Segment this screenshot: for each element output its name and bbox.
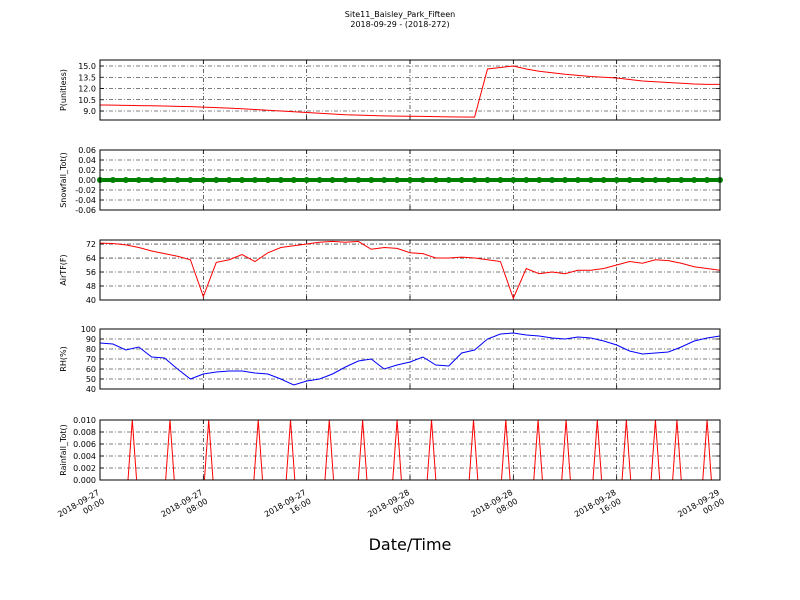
y-tick-label: 0.00 [78,176,96,185]
data-line [100,65,720,118]
data-point [355,177,362,183]
y-tick-label: 60 [86,365,96,374]
data-point [277,177,284,183]
data-point [368,177,375,183]
data-point [200,177,207,183]
data-point [316,177,323,183]
data-point [678,177,685,183]
y-tick-label: 48 [86,282,96,291]
y-tick-label: 9.0 [83,107,96,116]
axes-frame [99,149,721,211]
y-tick-label: 100 [81,325,96,334]
y-tick-label: 0.04 [78,156,96,165]
data-line [100,332,720,386]
data-point [626,177,633,183]
data-point [381,177,388,183]
y-tick-label: 0.006 [73,440,96,449]
y-axis-label: AirTF(F) [59,254,68,285]
data-point [226,177,233,183]
y-axis-label: RH(%) [59,346,68,371]
y-tick-label: 0.06 [78,146,96,155]
data-point [419,177,426,183]
y-tick-label: 0.010 [73,416,96,425]
y-tick-label: 0.000 [73,476,96,485]
data-point [665,177,672,183]
data-point [264,177,271,183]
y-tick-label: 0.004 [73,452,96,461]
data-point [109,177,116,183]
y-tick-label: 0.002 [73,464,96,473]
y-tick-label: -0.04 [75,196,96,205]
y-axis-label: Rainfall_Tot() [59,424,68,476]
y-tick-label: -0.02 [75,186,96,195]
figure-subtitle: 2018-09-29 - (2018-272) [350,20,449,29]
data-point [523,177,530,183]
data-line [100,240,720,300]
data-point [704,177,711,183]
figure-title: Site11_Baisley_Park_Fifteen [345,10,455,19]
data-point [329,177,336,183]
data-point [445,177,452,183]
y-tick-label: -0.06 [75,206,96,215]
axes-frame [99,328,721,390]
axes-frame [99,419,721,481]
data-point [135,177,142,183]
y-axis-label: P(unitless) [59,69,68,111]
data-point [239,177,246,183]
data-point [458,177,465,183]
y-tick-label: 72 [86,240,96,249]
data-point [600,177,607,183]
data-point [432,177,439,183]
y-tick-label: 80 [86,345,96,354]
y-tick-label: 70 [86,355,96,364]
data-point [148,177,155,183]
data-point [407,177,413,183]
y-tick-label: 15.0 [78,62,96,71]
data-point [303,177,310,183]
data-point [213,177,220,183]
data-point [484,177,491,183]
axes-frame [99,59,721,121]
y-tick-label: 50 [86,375,96,384]
y-tick-label: 64 [86,254,96,263]
data-point [691,177,698,183]
data-point [613,177,620,183]
y-axis-label: Snowfall_Tot() [59,152,68,208]
data-point [510,177,517,183]
data-point [252,177,258,183]
data-point [497,177,504,183]
y-tick-label: 40 [86,385,96,394]
data-point [174,177,181,183]
data-point [161,177,168,183]
y-tick-label: 90 [86,335,96,344]
y-tick-label: 40 [86,296,96,305]
y-tick-label: 56 [86,268,96,277]
y-tick-label: 0.02 [78,166,96,175]
data-point [652,177,659,183]
data-point [536,177,543,183]
data-point [639,177,646,183]
y-tick-label: 10.5 [78,96,96,105]
data-point [587,177,594,183]
axes-frame [99,239,721,301]
data-point [394,177,401,183]
y-tick-label: 12.0 [78,85,96,94]
data-point [122,177,129,183]
data-point [562,177,568,183]
data-point [290,177,297,183]
data-point [342,177,349,183]
data-point [549,177,556,183]
y-tick-label: 13.5 [78,73,96,82]
x-axis-label: Date/Time [369,535,452,554]
data-point [471,177,478,183]
y-tick-label: 0.008 [73,428,96,437]
data-point [574,177,581,183]
data-point [187,177,194,183]
